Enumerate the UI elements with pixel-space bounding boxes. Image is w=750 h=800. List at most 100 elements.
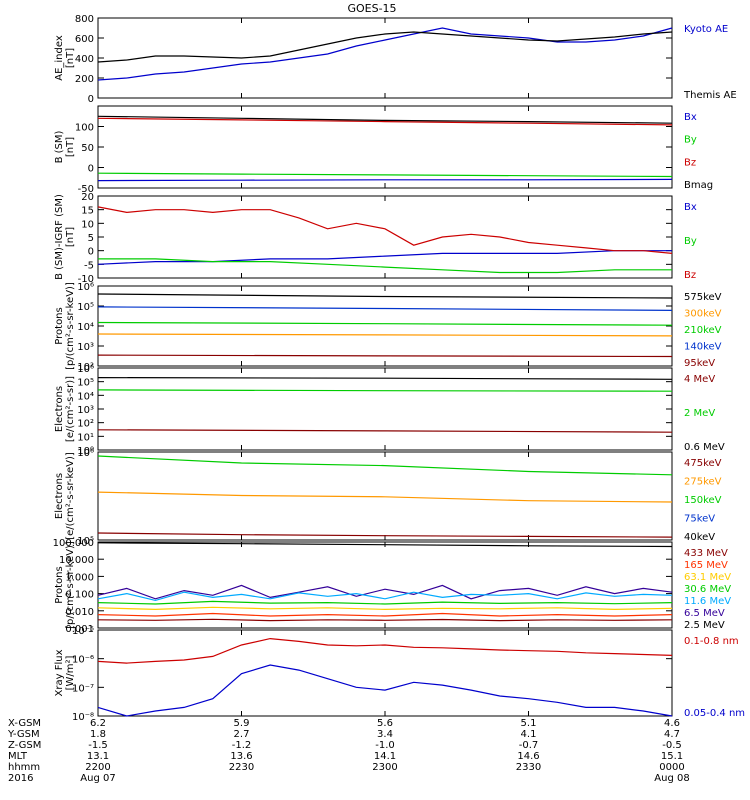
y-tick-label: 5 <box>88 233 94 244</box>
series-line <box>98 258 672 274</box>
y-tick-label: 10 <box>81 219 94 230</box>
plot-frame <box>97 195 673 279</box>
y-axis-label: [p/(cm²-s-sr-keV)] <box>65 282 76 370</box>
y-axis-label: [p/(cm²-s-sr-keV)] <box>65 541 76 629</box>
x-axis-value: 4.7 <box>664 729 680 740</box>
y-tick-label: 10⁵ <box>77 302 94 313</box>
y-tick-label: 10⁻⁸ <box>72 712 94 723</box>
x-axis-value: 2330 <box>516 762 541 773</box>
x-axis-row-label: 2016 <box>8 773 33 784</box>
x-axis-value: 13.1 <box>87 751 109 762</box>
y-tick-label: 15 <box>81 206 94 217</box>
legend-label: 2.5 MeV <box>684 620 725 631</box>
plot-frame <box>97 367 673 451</box>
y-tick-label: 0 <box>88 247 94 258</box>
x-axis-value: 2200 <box>85 762 110 773</box>
series-line <box>97 31 673 63</box>
y-tick-label: -50 <box>78 184 94 195</box>
y-tick-label: 10⁰ <box>77 446 94 457</box>
legend-label: Kyoto AE <box>684 24 728 35</box>
y-tick-label: 10⁶ <box>77 448 94 459</box>
legend-label: By <box>684 135 697 146</box>
y-tick-label: 20 <box>81 192 94 203</box>
legend-label: 575keV <box>684 292 722 303</box>
y-tick-label: 10² <box>77 419 94 430</box>
series-line <box>97 306 673 311</box>
y-tick-label: 200 <box>75 74 94 85</box>
y-tick-label: 10.000 <box>59 555 94 566</box>
y-tick-label: 10⁵ <box>77 378 94 389</box>
x-axis-row-label: X-GSM <box>8 718 41 729</box>
legend-label: 275keV <box>684 477 722 488</box>
legend-label: 0.6 MeV <box>684 442 725 453</box>
x-axis-value: -1.2 <box>232 740 252 751</box>
y-axis-label: [nT] <box>65 137 76 157</box>
series-line <box>97 491 673 503</box>
legend-label: 150keV <box>684 495 722 506</box>
y-tick-label: 10⁻⁷ <box>72 683 94 694</box>
legend-label: 0.05-0.4 nm <box>684 708 745 719</box>
series-line <box>97 354 673 358</box>
y-tick-label: 0.010 <box>65 607 94 618</box>
panel-5: 10⁰ 10¹ 10² 10³ 10⁴ 10⁵ 10⁶ Electrons [e/(cm²-s-… <box>54 364 725 457</box>
series-line <box>97 532 673 538</box>
series-line <box>97 542 673 548</box>
series-line <box>97 600 673 605</box>
x-axis-value: Aug 08 <box>654 773 689 784</box>
x-axis-value: 5.9 <box>234 718 250 729</box>
y-axis-label: [nT] <box>65 48 76 68</box>
series-line <box>97 606 673 611</box>
legend-label: 475keV <box>684 458 722 469</box>
series-line <box>97 389 673 392</box>
legend-label: Themis AE <box>683 90 737 101</box>
y-axis-label: [e/(cm²-s-sr-keV)] <box>65 452 76 540</box>
series-line <box>97 455 673 476</box>
y-tick-label: 10⁴ <box>77 322 94 333</box>
legend-label: 6.5 MeV <box>684 608 725 619</box>
x-axis-value: 4.6 <box>664 718 680 729</box>
y-axis-label: B (SM) <box>54 130 65 163</box>
y-tick-label: 10⁻⁵ <box>72 626 94 637</box>
panel-8: 10⁻⁸ 10⁻⁷ 10⁻⁶ 10⁻⁵ Xray Flux [W/m²] 0.1-0.8 n… <box>54 626 745 723</box>
series-line <box>97 429 673 433</box>
y-tick-label: 0.001 <box>65 624 94 635</box>
y-tick-label: -10 <box>78 274 94 285</box>
series-line <box>97 206 673 254</box>
legend-label: Bmag <box>684 180 713 191</box>
legend-label: 2 MeV <box>684 408 715 419</box>
y-tick-label: 100.000 <box>53 538 94 549</box>
series-line <box>97 377 673 380</box>
series-line <box>97 27 673 81</box>
legend-label: Bx <box>684 112 697 123</box>
series-line <box>97 293 673 299</box>
legend-label: Bz <box>684 157 696 168</box>
y-axis-label: Electrons <box>54 473 65 519</box>
y-tick-label: 0 <box>88 164 94 175</box>
x-axis-value: -1.0 <box>375 740 395 751</box>
series-line <box>97 664 673 717</box>
x-axis-row-label: Y-GSM <box>7 729 40 740</box>
figure-title: GOES-15 <box>347 2 396 15</box>
series-line <box>97 612 673 617</box>
legend-label: 11.6 MeV <box>684 596 731 607</box>
series-line <box>97 117 673 126</box>
x-axis-value: 5.6 <box>377 718 393 729</box>
legend-label: 300keV <box>684 309 722 320</box>
legend-label: Bx <box>684 202 697 213</box>
y-tick-label: 400 <box>75 54 94 65</box>
x-axis-row-label: Z-GSM <box>8 740 41 751</box>
x-axis-value: 6.2 <box>90 718 106 729</box>
legend-label: 210keV <box>684 325 722 336</box>
x-axis-value: -1.5 <box>88 740 108 751</box>
panel-6: 10⁵ 10⁶ Electrons [e/(cm²-s-sr-keV)] 475keV 2… <box>54 448 722 547</box>
panel-7: 0.001 0.010 0.100 1.000 10.000 100.000 Protons… <box>53 538 732 635</box>
y-tick-label: 10¹ <box>77 432 94 443</box>
x-axis-value: -0.5 <box>662 740 682 751</box>
legend-label: By <box>684 236 697 247</box>
series-line <box>97 250 672 265</box>
y-tick-label: -5 <box>84 260 94 271</box>
series-line <box>97 321 673 326</box>
x-axis-row-label: hhmm <box>8 762 40 773</box>
y-axis-label: Protons <box>54 307 65 344</box>
